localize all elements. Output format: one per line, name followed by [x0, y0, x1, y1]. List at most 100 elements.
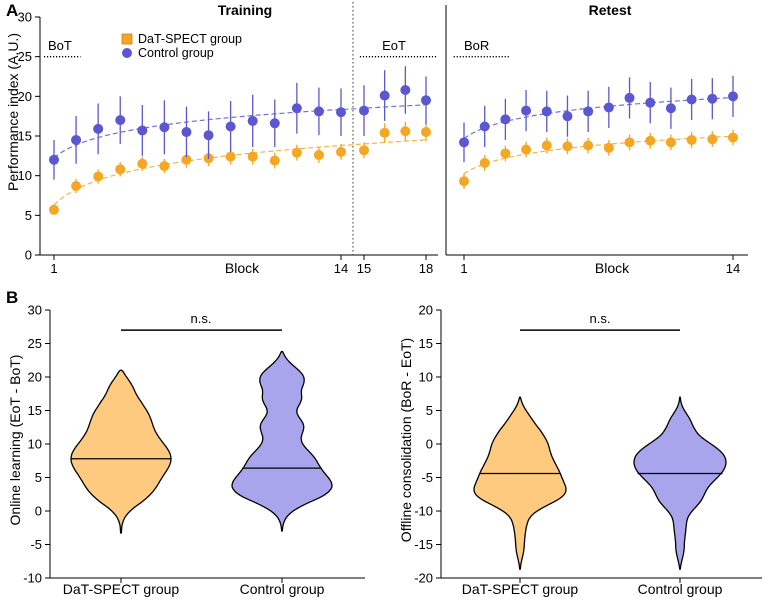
offline-ytick-label: -10 — [414, 504, 433, 519]
retest-point — [583, 106, 594, 117]
legend-marker-control — [122, 48, 132, 58]
online-learning-panel: Online learning (EoT - BoT) DaT-SPECT gr… — [7, 311, 325, 597]
retest-point — [500, 148, 511, 159]
annotation-bot: BoT — [48, 38, 72, 53]
retest-point — [603, 142, 614, 153]
retest-xtick-label: 1 — [460, 261, 467, 276]
offline-significance: n.s. — [590, 311, 611, 326]
training-ytick-label: 30 — [18, 10, 32, 25]
online-ytick-label: -10 — [23, 571, 42, 586]
offline-ytick-label: -20 — [414, 571, 433, 586]
online-category-control: Control group — [240, 581, 325, 597]
training-point — [71, 134, 82, 145]
training-point — [181, 127, 192, 138]
panel-b-label: B — [6, 288, 18, 307]
retest-point — [707, 134, 718, 145]
training-point — [203, 130, 214, 141]
training-ytick-label: 15 — [18, 129, 32, 144]
retest-point — [562, 111, 573, 122]
training-point — [225, 121, 236, 132]
retest-point — [541, 140, 552, 151]
training-ytick-label: 5 — [25, 208, 32, 223]
training-point — [400, 126, 411, 137]
online-ytick-label: -5 — [30, 537, 42, 552]
online-ylabel: Online learning (EoT - BoT) — [7, 355, 23, 526]
training-point — [379, 90, 390, 101]
training-point — [291, 103, 302, 114]
training-point — [93, 123, 104, 134]
training-point — [400, 84, 411, 95]
training-point — [359, 105, 369, 116]
retest-point — [707, 93, 718, 104]
training-xtick-label: 14 — [334, 261, 348, 276]
online-ytick-label: 5 — [35, 470, 42, 485]
training-point — [159, 161, 170, 172]
training-point — [313, 150, 324, 161]
legend-swatch-dat — [121, 33, 133, 45]
retest-point — [521, 144, 532, 155]
training-xtick-label: 1 — [50, 261, 57, 276]
training-point — [115, 164, 126, 175]
training-point — [225, 151, 236, 162]
online-ytick-label: 10 — [28, 437, 42, 452]
training-point — [137, 158, 148, 169]
legend-label-dat: DaT-SPECT group — [138, 32, 242, 46]
online-ytick-label: 20 — [28, 370, 42, 385]
offline-ytick-label: 20 — [419, 303, 433, 318]
retest-point — [459, 137, 469, 148]
training-ytick-label: 20 — [18, 89, 32, 104]
training-point — [247, 151, 258, 162]
annotation-bor: BoR — [464, 38, 489, 53]
retest-panel: Retest Block BoR — [464, 2, 632, 276]
offline-ytick-label: 10 — [419, 370, 433, 385]
retest-point — [728, 132, 738, 143]
online-significance: n.s. — [191, 311, 212, 326]
retest-point — [521, 105, 532, 116]
training-fit-line-control — [53, 104, 427, 159]
offline-category-control: Control group — [638, 581, 723, 597]
training-point — [269, 155, 280, 166]
retest-title: Retest — [589, 2, 632, 18]
training-point — [247, 115, 258, 126]
retest-point — [665, 137, 676, 148]
retest-xlabel: Block — [595, 260, 630, 276]
online-violin-control — [231, 350, 333, 532]
training-point — [159, 122, 170, 133]
annotation-eot: EoT — [382, 38, 406, 53]
online-ytick-label: 15 — [28, 403, 42, 418]
legend-label-control: Control group — [138, 46, 214, 60]
training-point — [421, 127, 431, 138]
retest-point — [500, 114, 511, 125]
retest-point — [645, 135, 656, 146]
offline-ytick-label: -15 — [414, 537, 433, 552]
offline-category-dat: DaT-SPECT group — [462, 581, 579, 597]
training-point — [71, 180, 82, 191]
training-fit-line-dat — [53, 139, 427, 206]
training-point — [336, 107, 346, 118]
retest-point — [665, 103, 676, 114]
training-panel: Training Block Performance index (A.U.) … — [5, 2, 406, 276]
offline-ytick-label: 5 — [426, 403, 433, 418]
retest-point — [624, 137, 635, 148]
training-point — [313, 106, 324, 117]
online-category-dat: DaT-SPECT group — [63, 581, 180, 597]
training-point — [291, 147, 302, 158]
retest-point — [459, 176, 469, 187]
retest-point — [645, 97, 656, 108]
retest-point — [728, 91, 738, 102]
training-ylabel: Performance index (A.U.) — [5, 33, 21, 191]
training-point — [137, 125, 148, 136]
offline-ytick-label: -5 — [421, 470, 433, 485]
offline-ylabel: Offline consolidation (BoR - EoT) — [398, 338, 414, 542]
training-point — [379, 127, 390, 138]
training-point — [421, 95, 431, 106]
offline-consolidation-panel: Offline consolidation (BoR - EoT) DaT-SP… — [398, 311, 723, 597]
training-ytick-label: 0 — [25, 248, 32, 263]
training-xtick-label: 15 — [357, 261, 371, 276]
retest-point — [686, 134, 697, 145]
training-xtick-label: 18 — [419, 261, 433, 276]
online-violin-dat — [70, 369, 172, 534]
retest-xtick-label: 14 — [726, 261, 740, 276]
